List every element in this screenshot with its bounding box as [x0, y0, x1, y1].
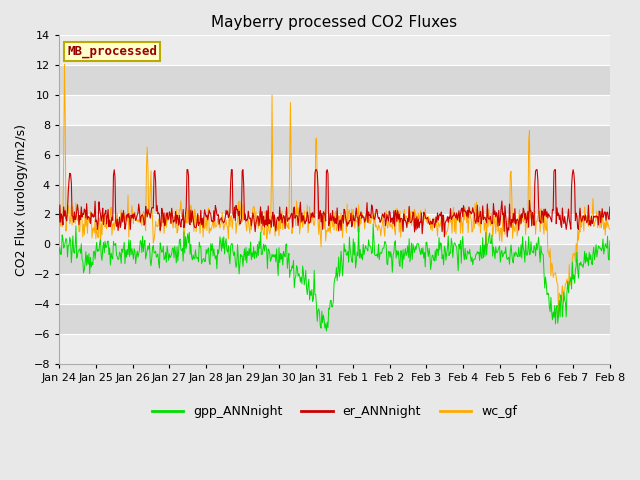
Bar: [59, 244, 610, 274]
Bar: [59, 65, 610, 95]
Title: Mayberry processed CO2 Fluxes: Mayberry processed CO2 Fluxes: [211, 15, 458, 30]
Bar: [59, 334, 610, 364]
Legend: gpp_ANNnight, er_ANNnight, wc_gf: gpp_ANNnight, er_ANNnight, wc_gf: [147, 400, 522, 423]
Bar: [59, 155, 610, 185]
Bar: [59, 36, 610, 65]
Bar: [59, 95, 610, 125]
Bar: [59, 185, 610, 215]
Bar: [59, 125, 610, 155]
Bar: [59, 215, 610, 244]
Y-axis label: CO2 Flux (urology/m2/s): CO2 Flux (urology/m2/s): [15, 123, 28, 276]
Bar: [59, 274, 610, 304]
Text: MB_processed: MB_processed: [67, 45, 157, 59]
Bar: [59, 304, 610, 334]
